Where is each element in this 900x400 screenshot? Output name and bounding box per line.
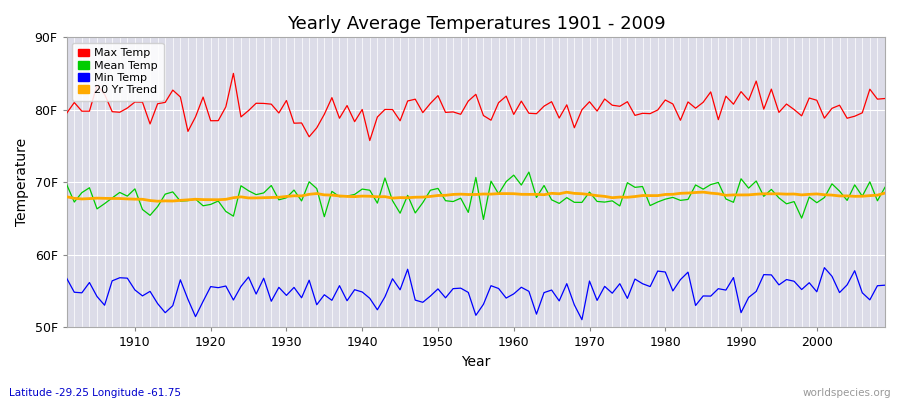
- Min Temp: [122, 276, 132, 280]
- Min Temp: [289, 285, 300, 290]
- 20 Yr Trend: [607, 195, 617, 200]
- 20 Yr Trend: [508, 191, 519, 196]
- 20 Yr Trend: [296, 194, 307, 198]
- Mean Temp: [524, 170, 535, 174]
- X-axis label: Year: Year: [461, 355, 491, 369]
- 20 Yr Trend: [879, 191, 890, 196]
- Line: Max Temp: Max Temp: [67, 73, 885, 140]
- Min Temp: [577, 317, 588, 322]
- Max Temp: [228, 71, 238, 76]
- Max Temp: [342, 103, 353, 108]
- 20 Yr Trend: [61, 194, 72, 199]
- 20 Yr Trend: [698, 190, 708, 194]
- 20 Yr Trend: [152, 199, 163, 204]
- Max Temp: [516, 99, 526, 104]
- Min Temp: [819, 265, 830, 270]
- Mean Temp: [508, 173, 519, 178]
- Max Temp: [615, 104, 626, 109]
- Mean Temp: [879, 185, 890, 190]
- 20 Yr Trend: [342, 194, 353, 199]
- Mean Temp: [516, 183, 526, 188]
- Y-axis label: Temperature: Temperature: [15, 138, 29, 226]
- Max Temp: [296, 120, 307, 125]
- Line: Min Temp: Min Temp: [67, 268, 885, 320]
- Mean Temp: [478, 217, 489, 222]
- Max Temp: [524, 111, 535, 116]
- Mean Temp: [615, 204, 626, 208]
- Mean Temp: [334, 194, 345, 199]
- Max Temp: [364, 138, 375, 143]
- Title: Yearly Average Temperatures 1901 - 2009: Yearly Average Temperatures 1901 - 2009: [286, 15, 665, 33]
- Min Temp: [334, 283, 345, 288]
- Min Temp: [607, 291, 617, 296]
- Mean Temp: [289, 188, 300, 192]
- 20 Yr Trend: [516, 192, 526, 197]
- Min Temp: [500, 296, 511, 300]
- Max Temp: [61, 111, 72, 116]
- Line: 20 Yr Trend: 20 Yr Trend: [67, 192, 885, 201]
- Text: worldspecies.org: worldspecies.org: [803, 388, 891, 398]
- Text: Latitude -29.25 Longitude -61.75: Latitude -29.25 Longitude -61.75: [9, 388, 181, 398]
- Min Temp: [879, 283, 890, 288]
- Min Temp: [61, 276, 72, 281]
- Mean Temp: [122, 194, 132, 198]
- Mean Temp: [61, 182, 72, 187]
- Max Temp: [879, 96, 890, 101]
- Line: Mean Temp: Mean Temp: [67, 172, 885, 220]
- Min Temp: [508, 292, 519, 296]
- Legend: Max Temp, Mean Temp, Min Temp, 20 Yr Trend: Max Temp, Mean Temp, Min Temp, 20 Yr Tre…: [72, 43, 164, 101]
- 20 Yr Trend: [122, 196, 132, 201]
- Max Temp: [122, 106, 132, 110]
